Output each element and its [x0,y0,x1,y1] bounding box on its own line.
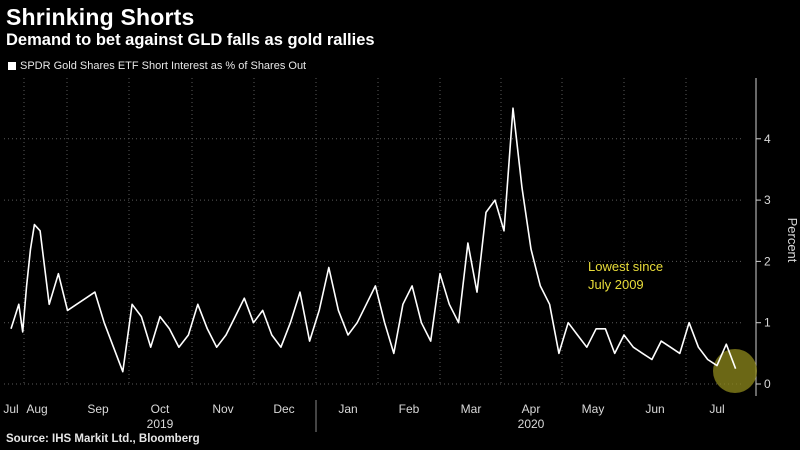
data-series-line [10,107,737,373]
y-tick-label: 2 [764,254,771,268]
x-tick-label: Nov [212,402,233,416]
chart-subtitle: Demand to bet against GLD falls as gold … [6,31,375,49]
legend-label: SPDR Gold Shares ETF Short Interest as %… [20,60,307,72]
x-year-label: 2020 [518,417,545,431]
x-tick-label: May [582,402,605,416]
x-tick-label: Jul [709,402,724,416]
x-tick-label: Apr [522,402,541,416]
x-tick-label: Feb [399,402,420,416]
y-axis-label: Percent [785,218,800,263]
x-tick-label: Jul [3,402,18,416]
y-tick-label: 4 [764,132,771,146]
x-year-label: 2019 [147,417,174,431]
x-tick-label: Jan [338,402,357,416]
legend-swatch [8,62,16,70]
annotation-line-1: Lowest since [588,259,663,274]
y-tick-label: 1 [764,316,771,330]
x-tick-label: Aug [26,402,47,416]
legend: SPDR Gold Shares ETF Short Interest as %… [8,60,306,72]
x-tick-label: Dec [273,402,294,416]
x-tick-label: Mar [461,402,482,416]
x-tick-label: Sep [87,402,109,416]
highlight-circle [713,349,757,393]
y-tick-label: 3 [764,193,771,207]
source-note: Source: IHS Markit Ltd., Bloomberg [6,433,200,445]
annotation-line-2: July 2009 [588,277,644,292]
x-tick-label: Oct [151,402,170,416]
chart-title: Shrinking Shorts [6,4,195,30]
x-tick-label: Jun [645,402,664,416]
y-tick-label: 0 [764,377,771,391]
